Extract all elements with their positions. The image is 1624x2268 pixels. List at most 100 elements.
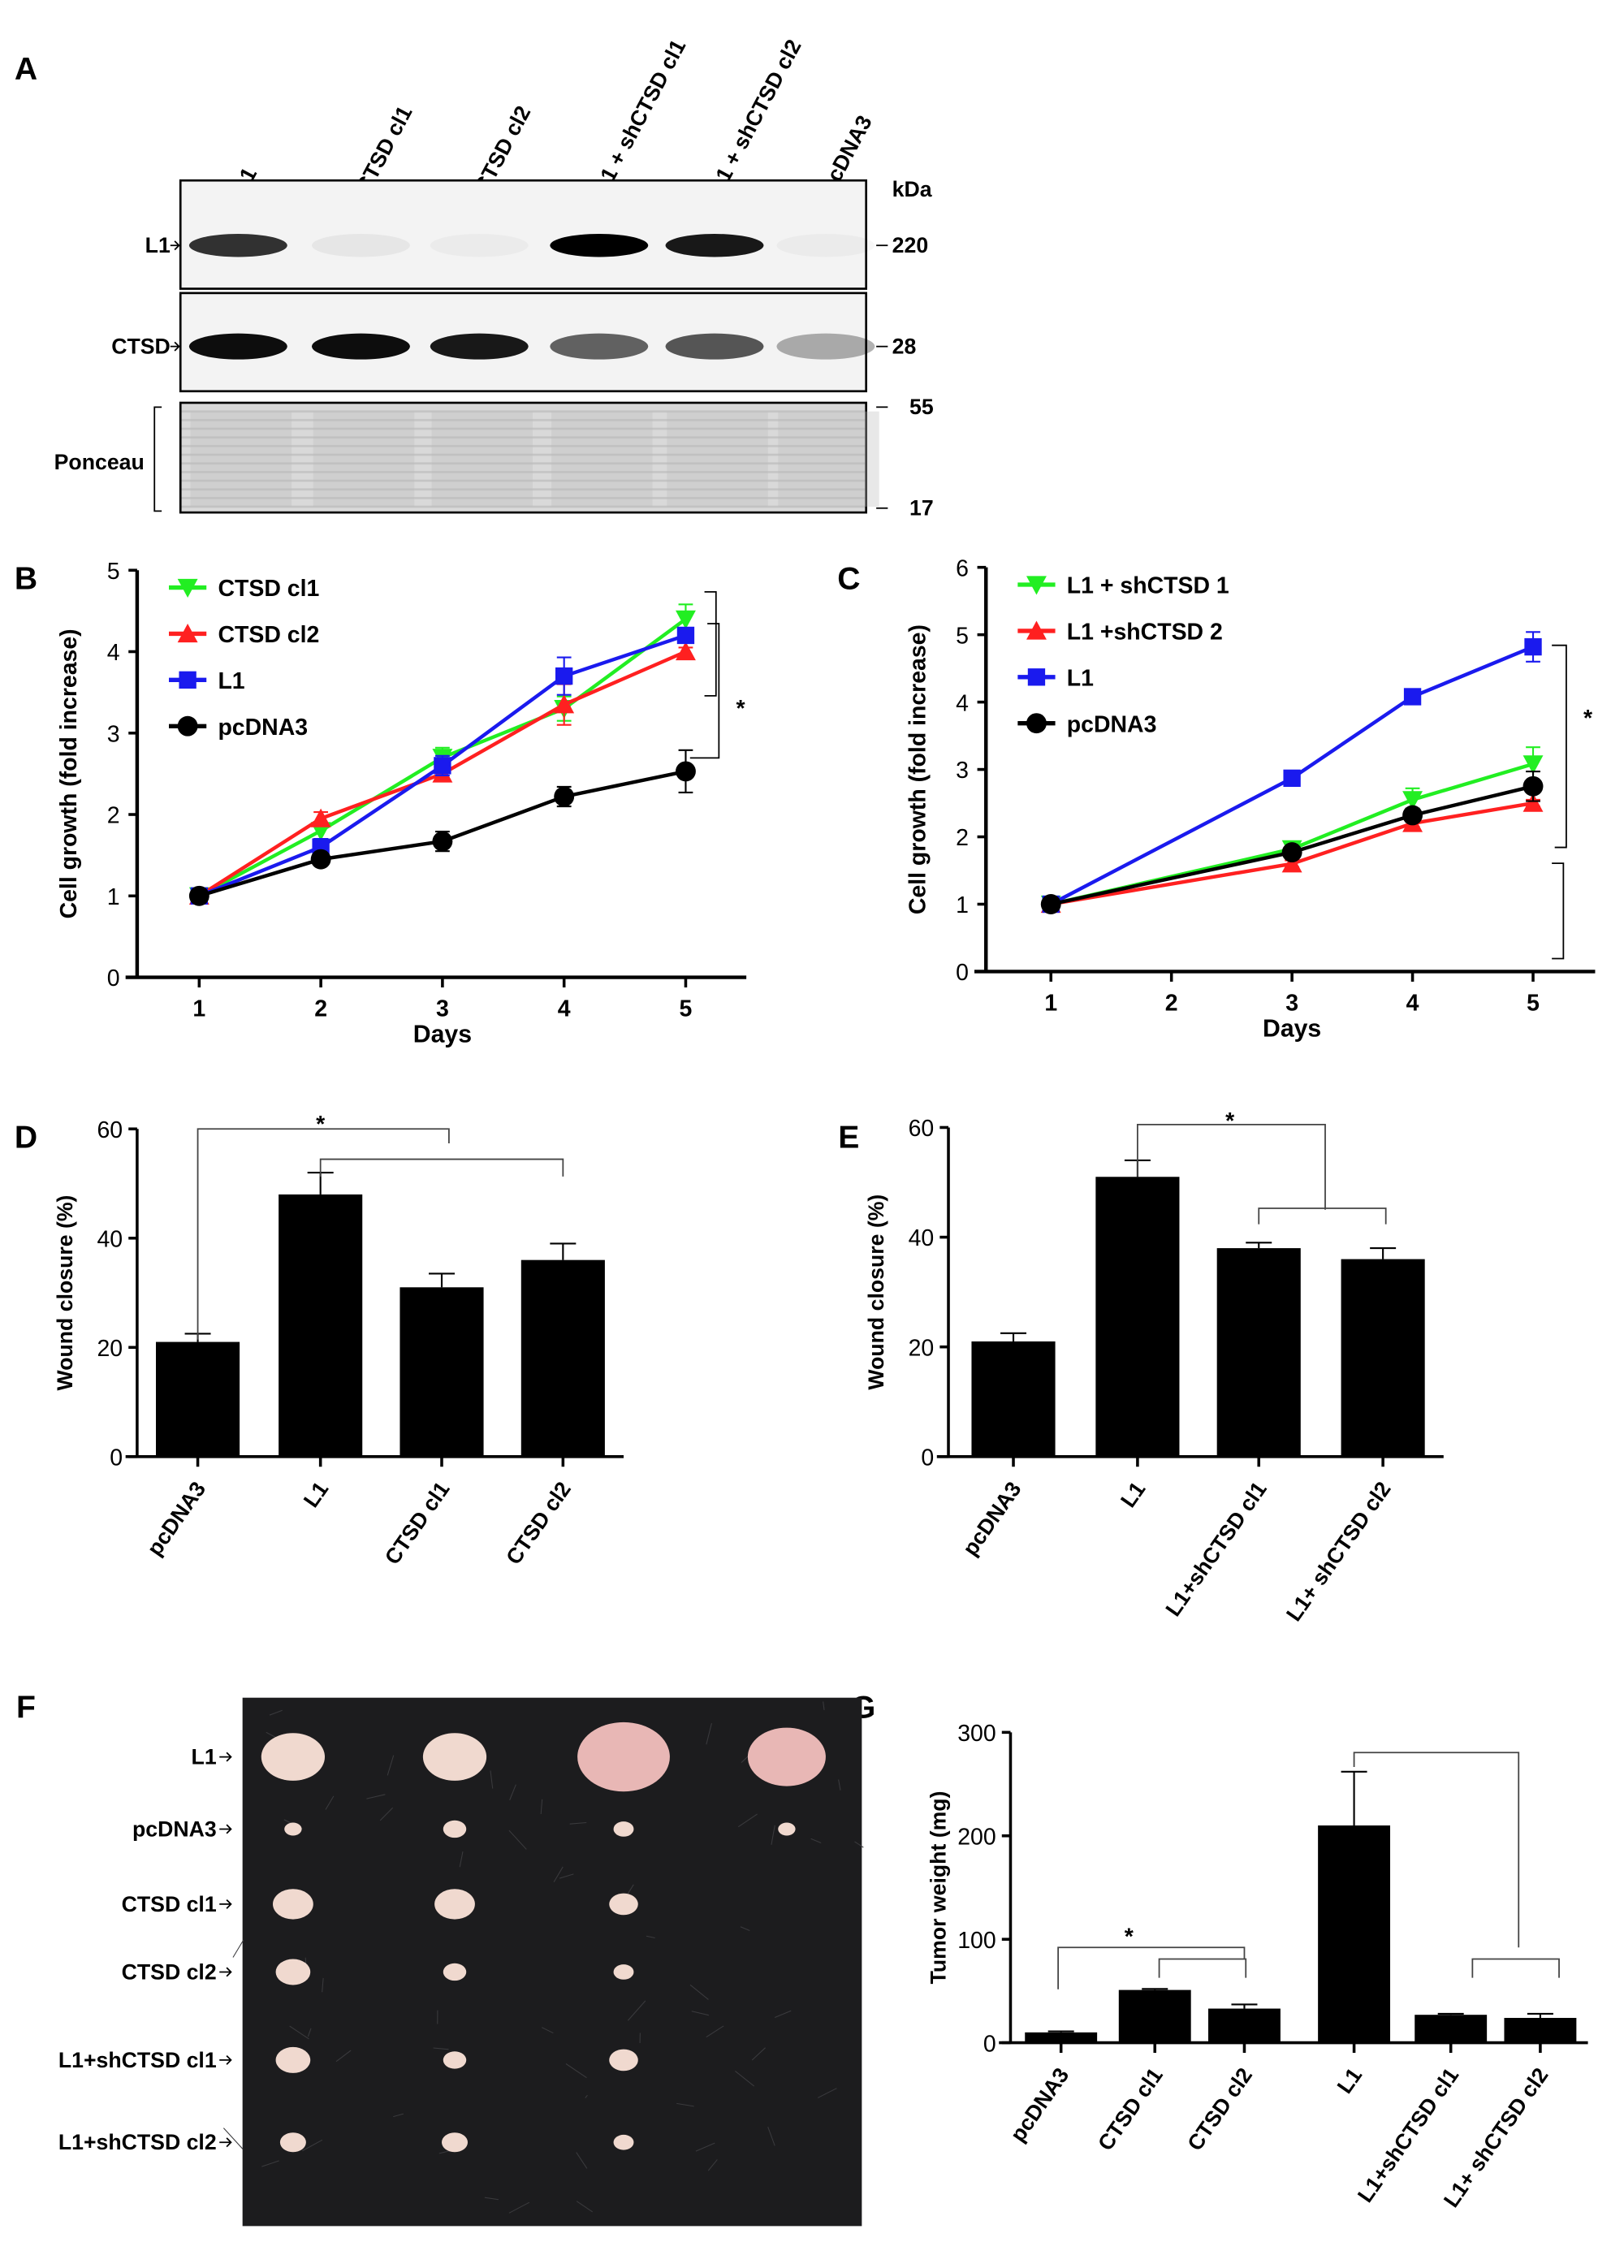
significance-bracket: [1472, 1959, 1559, 1977]
marker-label: 55: [909, 395, 934, 419]
blot-box-0: [180, 180, 866, 288]
tumor: [442, 2132, 468, 2152]
blot-band: [312, 334, 410, 360]
photo-row-label: pcDNA3: [132, 1817, 217, 1841]
significance-bracket: [1259, 1208, 1385, 1225]
tumor: [614, 1821, 634, 1837]
x-tick-label: pcDNA3: [142, 1477, 210, 1560]
y-tick-label: 0: [921, 1445, 934, 1471]
y-tick-label: 0: [107, 966, 120, 991]
y-tick-label: 20: [909, 1335, 935, 1361]
data-point: [555, 667, 572, 685]
arrow-icon: [219, 1825, 231, 1834]
significance-star: *: [736, 696, 745, 722]
data-point: [676, 642, 696, 660]
x-tick-label: CTSD cl1: [380, 1477, 455, 1569]
blot-row-label: CTSD: [111, 335, 171, 359]
tumor: [273, 1889, 313, 1919]
x-tick-label: CTSD cl2: [501, 1477, 576, 1569]
y-tick-label: 3: [956, 758, 969, 784]
x-tick-label: CTSD cl2: [1182, 2063, 1257, 2155]
blot-row-label: L1: [145, 233, 171, 257]
data-point: [554, 787, 574, 807]
tumor: [748, 1728, 826, 1786]
blot-band: [666, 334, 764, 360]
tumor: [423, 1733, 486, 1781]
y-tick-label: 0: [983, 2031, 996, 2057]
ponceau-lane: [778, 412, 879, 507]
panel-label-A: A: [15, 52, 37, 87]
panel-label-E: E: [838, 1120, 859, 1155]
x-tick-label: 2: [1165, 990, 1178, 1016]
significance-bracket: [1160, 1959, 1246, 1977]
marker-label: 17: [909, 496, 934, 521]
leather-texture: [233, 1940, 244, 1957]
y-tick-label: 4: [956, 690, 969, 716]
data-point: [677, 627, 694, 644]
legend-label: CTSD cl1: [218, 576, 319, 602]
data-point: [1404, 688, 1421, 705]
arrow-icon: [171, 241, 179, 250]
x-tick-label: pcDNA3: [1005, 2063, 1073, 2146]
legend-label: L1 + shCTSD 1: [1067, 573, 1229, 599]
bar-pcDNA3: [1025, 2033, 1097, 2043]
tumor: [614, 2135, 634, 2150]
photo-row-label: CTSD cl1: [122, 1892, 217, 1916]
significance-star: *: [316, 1112, 326, 1138]
x-tick-label: L1+ shCTSD cl2: [1281, 1477, 1396, 1626]
blot-band: [776, 334, 875, 360]
y-tick-label: 6: [956, 555, 969, 581]
y-tick-label: 3: [107, 721, 120, 747]
x-tick-label: 5: [680, 996, 693, 1022]
bar-CTSD cl1: [400, 1287, 483, 1457]
arrow-icon: [219, 2056, 231, 2065]
tumor: [276, 2047, 311, 2073]
y-tick-label: 2: [956, 825, 969, 851]
arrow-icon: [219, 2138, 231, 2147]
y-tick-label: 20: [97, 1336, 123, 1362]
data-point: [1524, 638, 1541, 655]
y-tick-label: 100: [957, 1928, 996, 1954]
tumor: [443, 1963, 466, 1981]
x-tick-label: 3: [1285, 990, 1298, 1016]
legend-label: CTSD cl2: [218, 622, 319, 648]
y-axis-label: Tumor weight (mg): [926, 1791, 950, 1985]
blot-band: [430, 334, 529, 360]
photo-row-label: L1: [192, 1744, 217, 1769]
data-point: [676, 761, 696, 781]
ponceau-lane: [313, 412, 414, 507]
tumor: [577, 1722, 670, 1791]
bracket: [154, 407, 162, 511]
legend-label: L1: [1067, 665, 1094, 691]
panel-label-F: F: [16, 1691, 36, 1726]
bar-L1: [1095, 1177, 1179, 1457]
bar-pcDNA3: [156, 1342, 240, 1457]
arrow-icon: [171, 342, 179, 351]
data-point: [189, 886, 209, 906]
legend-label: pcDNA3: [218, 715, 308, 741]
y-tick-label: 5: [107, 559, 120, 585]
data-point: [1041, 894, 1061, 914]
data-point: [432, 832, 452, 852]
blot-band: [189, 334, 287, 360]
photo-row-label: CTSD cl2: [122, 1959, 217, 1984]
panel-label-D: D: [15, 1120, 37, 1155]
photo-row-label: L1+shCTSD cl2: [58, 2130, 217, 2154]
legend-marker: [178, 716, 198, 737]
legend-label: pcDNA3: [1067, 711, 1157, 737]
y-tick-label: 0: [110, 1445, 123, 1471]
panel-label-C: C: [837, 561, 860, 596]
legend-marker: [1028, 668, 1045, 685]
blot-band: [776, 234, 875, 257]
arrow-icon: [219, 1900, 231, 1909]
y-tick-label: 2: [107, 803, 120, 829]
marker-label: 28: [892, 335, 917, 359]
x-axis-label: Days: [1263, 1015, 1321, 1042]
kda-label: kDa: [892, 177, 932, 201]
y-tick-label: 60: [97, 1117, 123, 1143]
marker-label: 220: [892, 233, 928, 257]
panel-label-B: B: [15, 561, 37, 596]
x-tick-label: CTSD cl1: [1093, 2063, 1168, 2155]
